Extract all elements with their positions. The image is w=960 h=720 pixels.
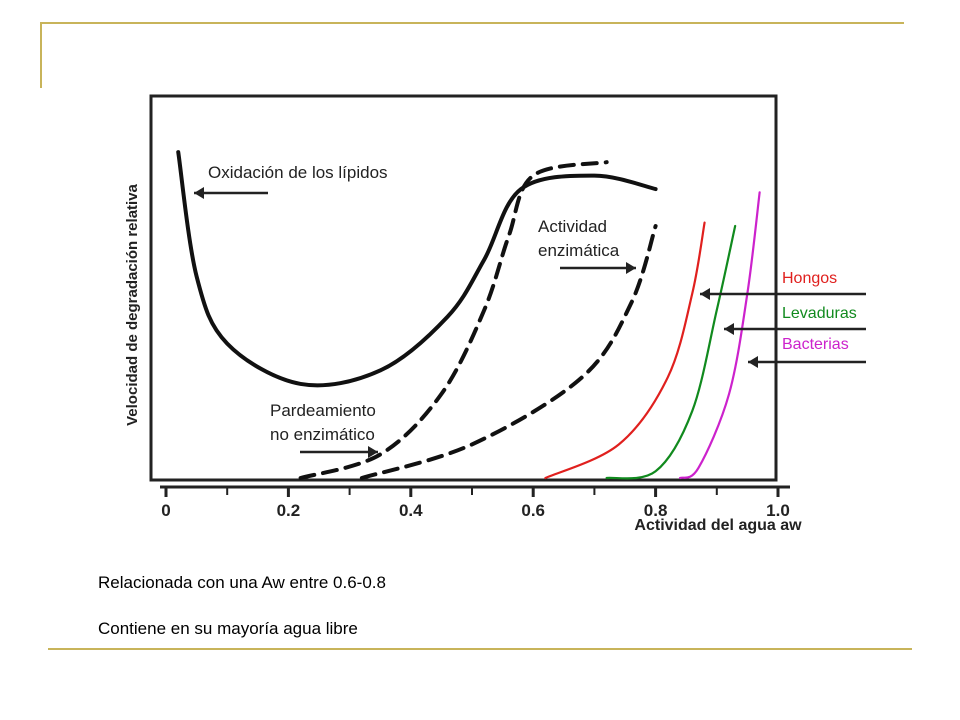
x-axis-label: Actividad del agua aw	[634, 517, 802, 534]
legend-arrow-5-head	[748, 356, 758, 368]
legend-label-4: Levaduras	[782, 305, 857, 322]
legend-arrow-4-head	[724, 323, 734, 335]
x-tick-label: 1.0	[766, 501, 790, 520]
plot-frame	[149, 94, 778, 482]
annotation-enzyme-1: Actividad	[538, 217, 607, 236]
arrow-lipids-head	[194, 187, 204, 199]
x-tick-label: 0.6	[521, 501, 545, 520]
x-tick-label: 0	[161, 501, 170, 520]
top-rule	[40, 22, 904, 24]
x-tick-label: 0.4	[399, 501, 423, 520]
annotation-enzyme-2: enzimática	[538, 241, 620, 260]
annotation-browning-2: no enzimático	[270, 425, 375, 444]
series-line-4	[605, 224, 737, 480]
series-line-1	[298, 160, 609, 480]
arrow-browning-head	[368, 446, 378, 458]
x-tick-label: 0.2	[277, 501, 301, 520]
caption-aw-range: Relacionada con una Aw entre 0.6-0.8	[98, 573, 386, 592]
series-line-3	[544, 221, 706, 480]
y-axis-label: Velocidad de degradación relativa	[124, 183, 141, 425]
annotation-lipids: Oxidación de los lípidos	[208, 163, 388, 182]
caption-free-water: Contiene en su mayoría agua libre	[98, 619, 358, 638]
series-line-5	[678, 191, 761, 480]
legend-arrow-3-head	[700, 288, 710, 300]
annotation-browning-1: Pardeamiento	[270, 401, 376, 420]
arrow-enzyme-head	[626, 262, 636, 274]
legend-label-5: Bacterias	[782, 336, 849, 353]
legend-label-3: Hongos	[782, 270, 837, 287]
x-tick-label: 0.8	[644, 501, 668, 520]
series-line-0	[176, 150, 658, 388]
left-rule	[40, 22, 42, 88]
bottom-rule	[48, 648, 912, 650]
series-line-2	[359, 224, 658, 480]
